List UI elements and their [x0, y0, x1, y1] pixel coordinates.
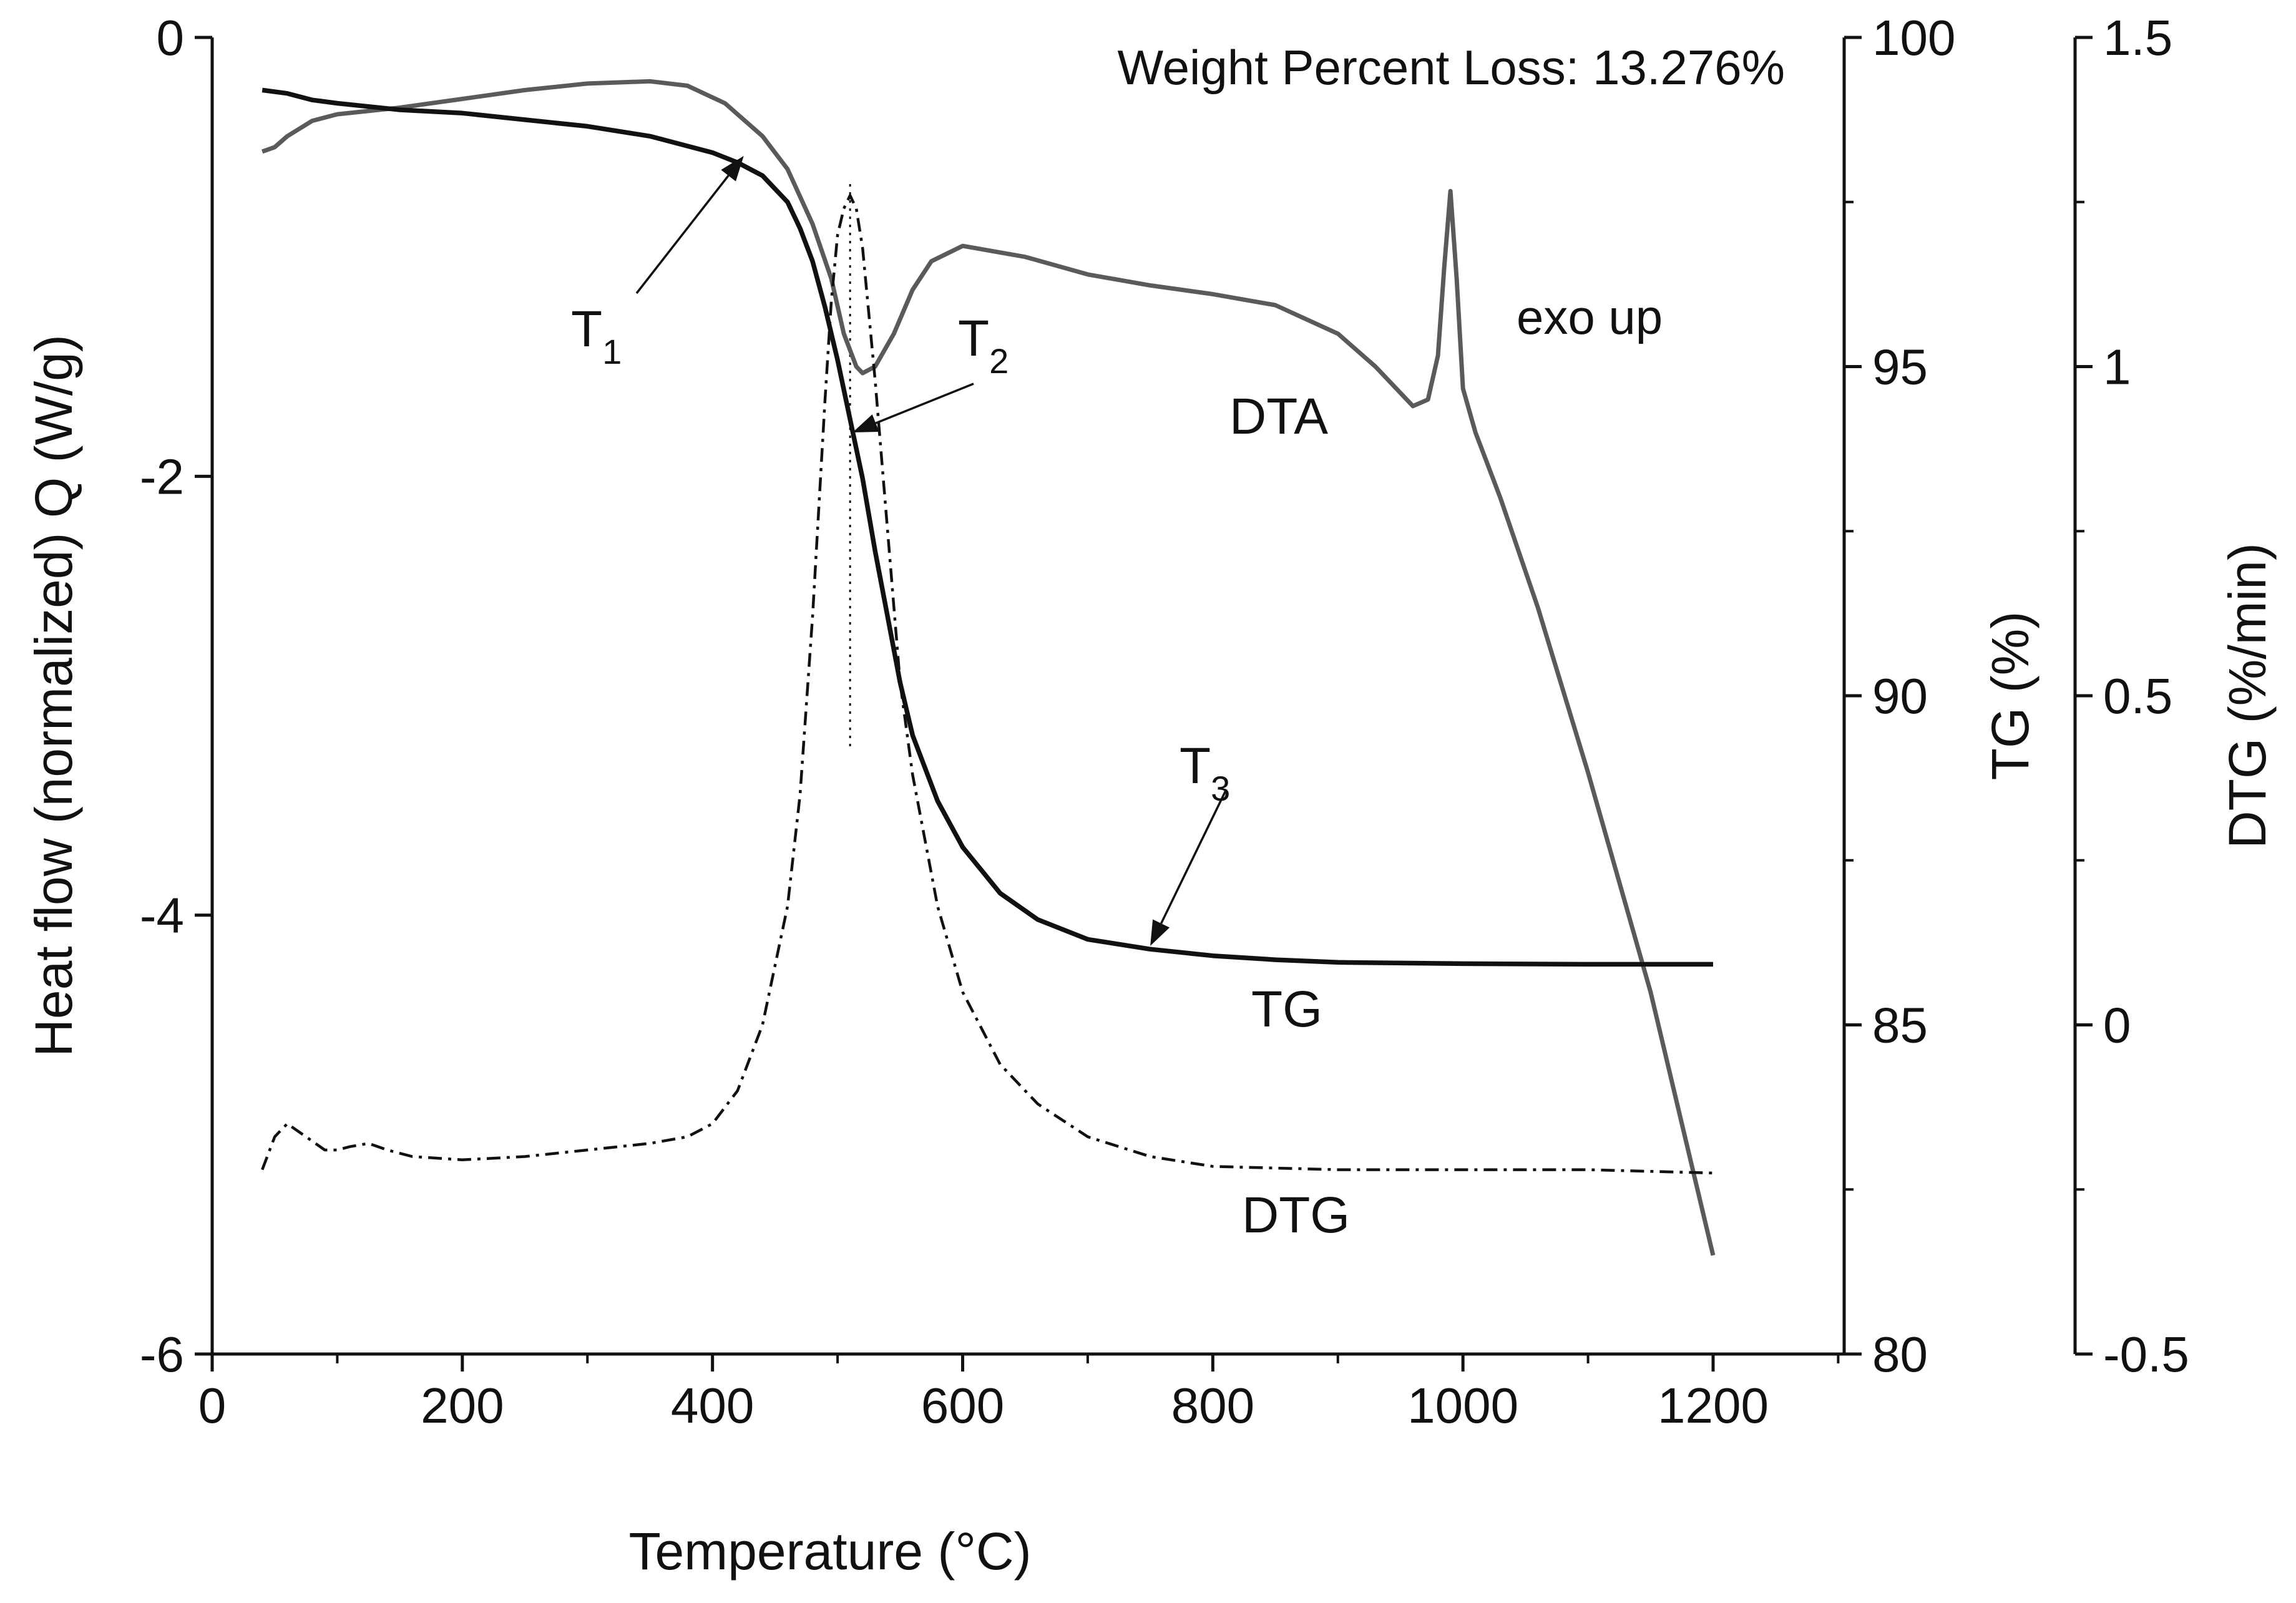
marker-arrowhead-t3 — [1150, 919, 1170, 946]
marker-label-t3: T3 — [1180, 738, 1230, 808]
x-axis-title: Temperature (°C) — [628, 1522, 1031, 1581]
tg-tick-label: 90 — [1872, 668, 1928, 724]
x-tick-label: 600 — [921, 1378, 1004, 1433]
marker-arrow-line-t3 — [1160, 789, 1228, 924]
dtg-label: DTG — [1242, 1187, 1350, 1244]
dtg-tick-label: 1 — [2103, 339, 2131, 395]
dtg-curve — [261, 193, 1714, 1175]
dta-curve — [261, 79, 1716, 1256]
x-tick-label: 1200 — [1658, 1378, 1769, 1433]
x-tick-label: 0 — [198, 1378, 227, 1433]
x-tick-label: 400 — [671, 1378, 754, 1433]
tick-labels: 0 200 400 600 800 1000 1200 0 -2 -4 -6 100 95 90 85 80 1… — [140, 10, 2189, 1433]
marker-arrow-line-t1 — [635, 175, 730, 295]
marker-label-t1: T1 — [571, 301, 622, 371]
dtg-axis-title: DTG (%/min) — [2218, 543, 2277, 849]
dtg-tick-label: 0 — [2103, 998, 2131, 1053]
tg-curve — [261, 87, 1713, 967]
x-tick-label: 800 — [1171, 1378, 1254, 1433]
dtg-tick-label: 0.5 — [2103, 668, 2172, 724]
tg-tick-label: 80 — [1872, 1327, 1928, 1382]
axes — [210, 37, 2077, 1356]
heatflow-tick-label: -6 — [140, 1327, 184, 1382]
tg-label: TG — [1251, 981, 1322, 1038]
tg-tick-label: 95 — [1872, 339, 1928, 395]
dta-label: DTA — [1229, 388, 1328, 445]
exo-up-note: exo up — [1517, 290, 1663, 344]
tg-tick-label: 85 — [1872, 998, 1928, 1053]
heatflow-tick-label: -4 — [140, 888, 184, 943]
tg-axis-title: TG (%) — [1981, 611, 2040, 781]
x-tick-label: 200 — [421, 1378, 504, 1433]
heatflow-tick-label: 0 — [157, 10, 185, 66]
marker-arrows — [635, 155, 1228, 946]
dtg-tick-label: 1.5 — [2103, 10, 2172, 66]
heatflow-axis-title: Heat flow (normalized) Q (W/g) — [24, 334, 83, 1057]
marker-arrow-line-t2 — [875, 382, 974, 424]
marker-label-t2: T2 — [958, 310, 1009, 381]
marker-arrowhead-t2 — [852, 414, 879, 432]
tg-tick-label: 100 — [1872, 10, 1955, 66]
dtg-tick-label: -0.5 — [2103, 1327, 2189, 1382]
marker-arrowhead-t1 — [721, 155, 744, 182]
weight-loss-annotation: Weight Percent Loss: 13.276% — [1117, 40, 1785, 95]
ticks — [195, 36, 2093, 1372]
x-tick-label: 1000 — [1407, 1378, 1518, 1433]
heatflow-tick-label: -2 — [140, 449, 184, 504]
